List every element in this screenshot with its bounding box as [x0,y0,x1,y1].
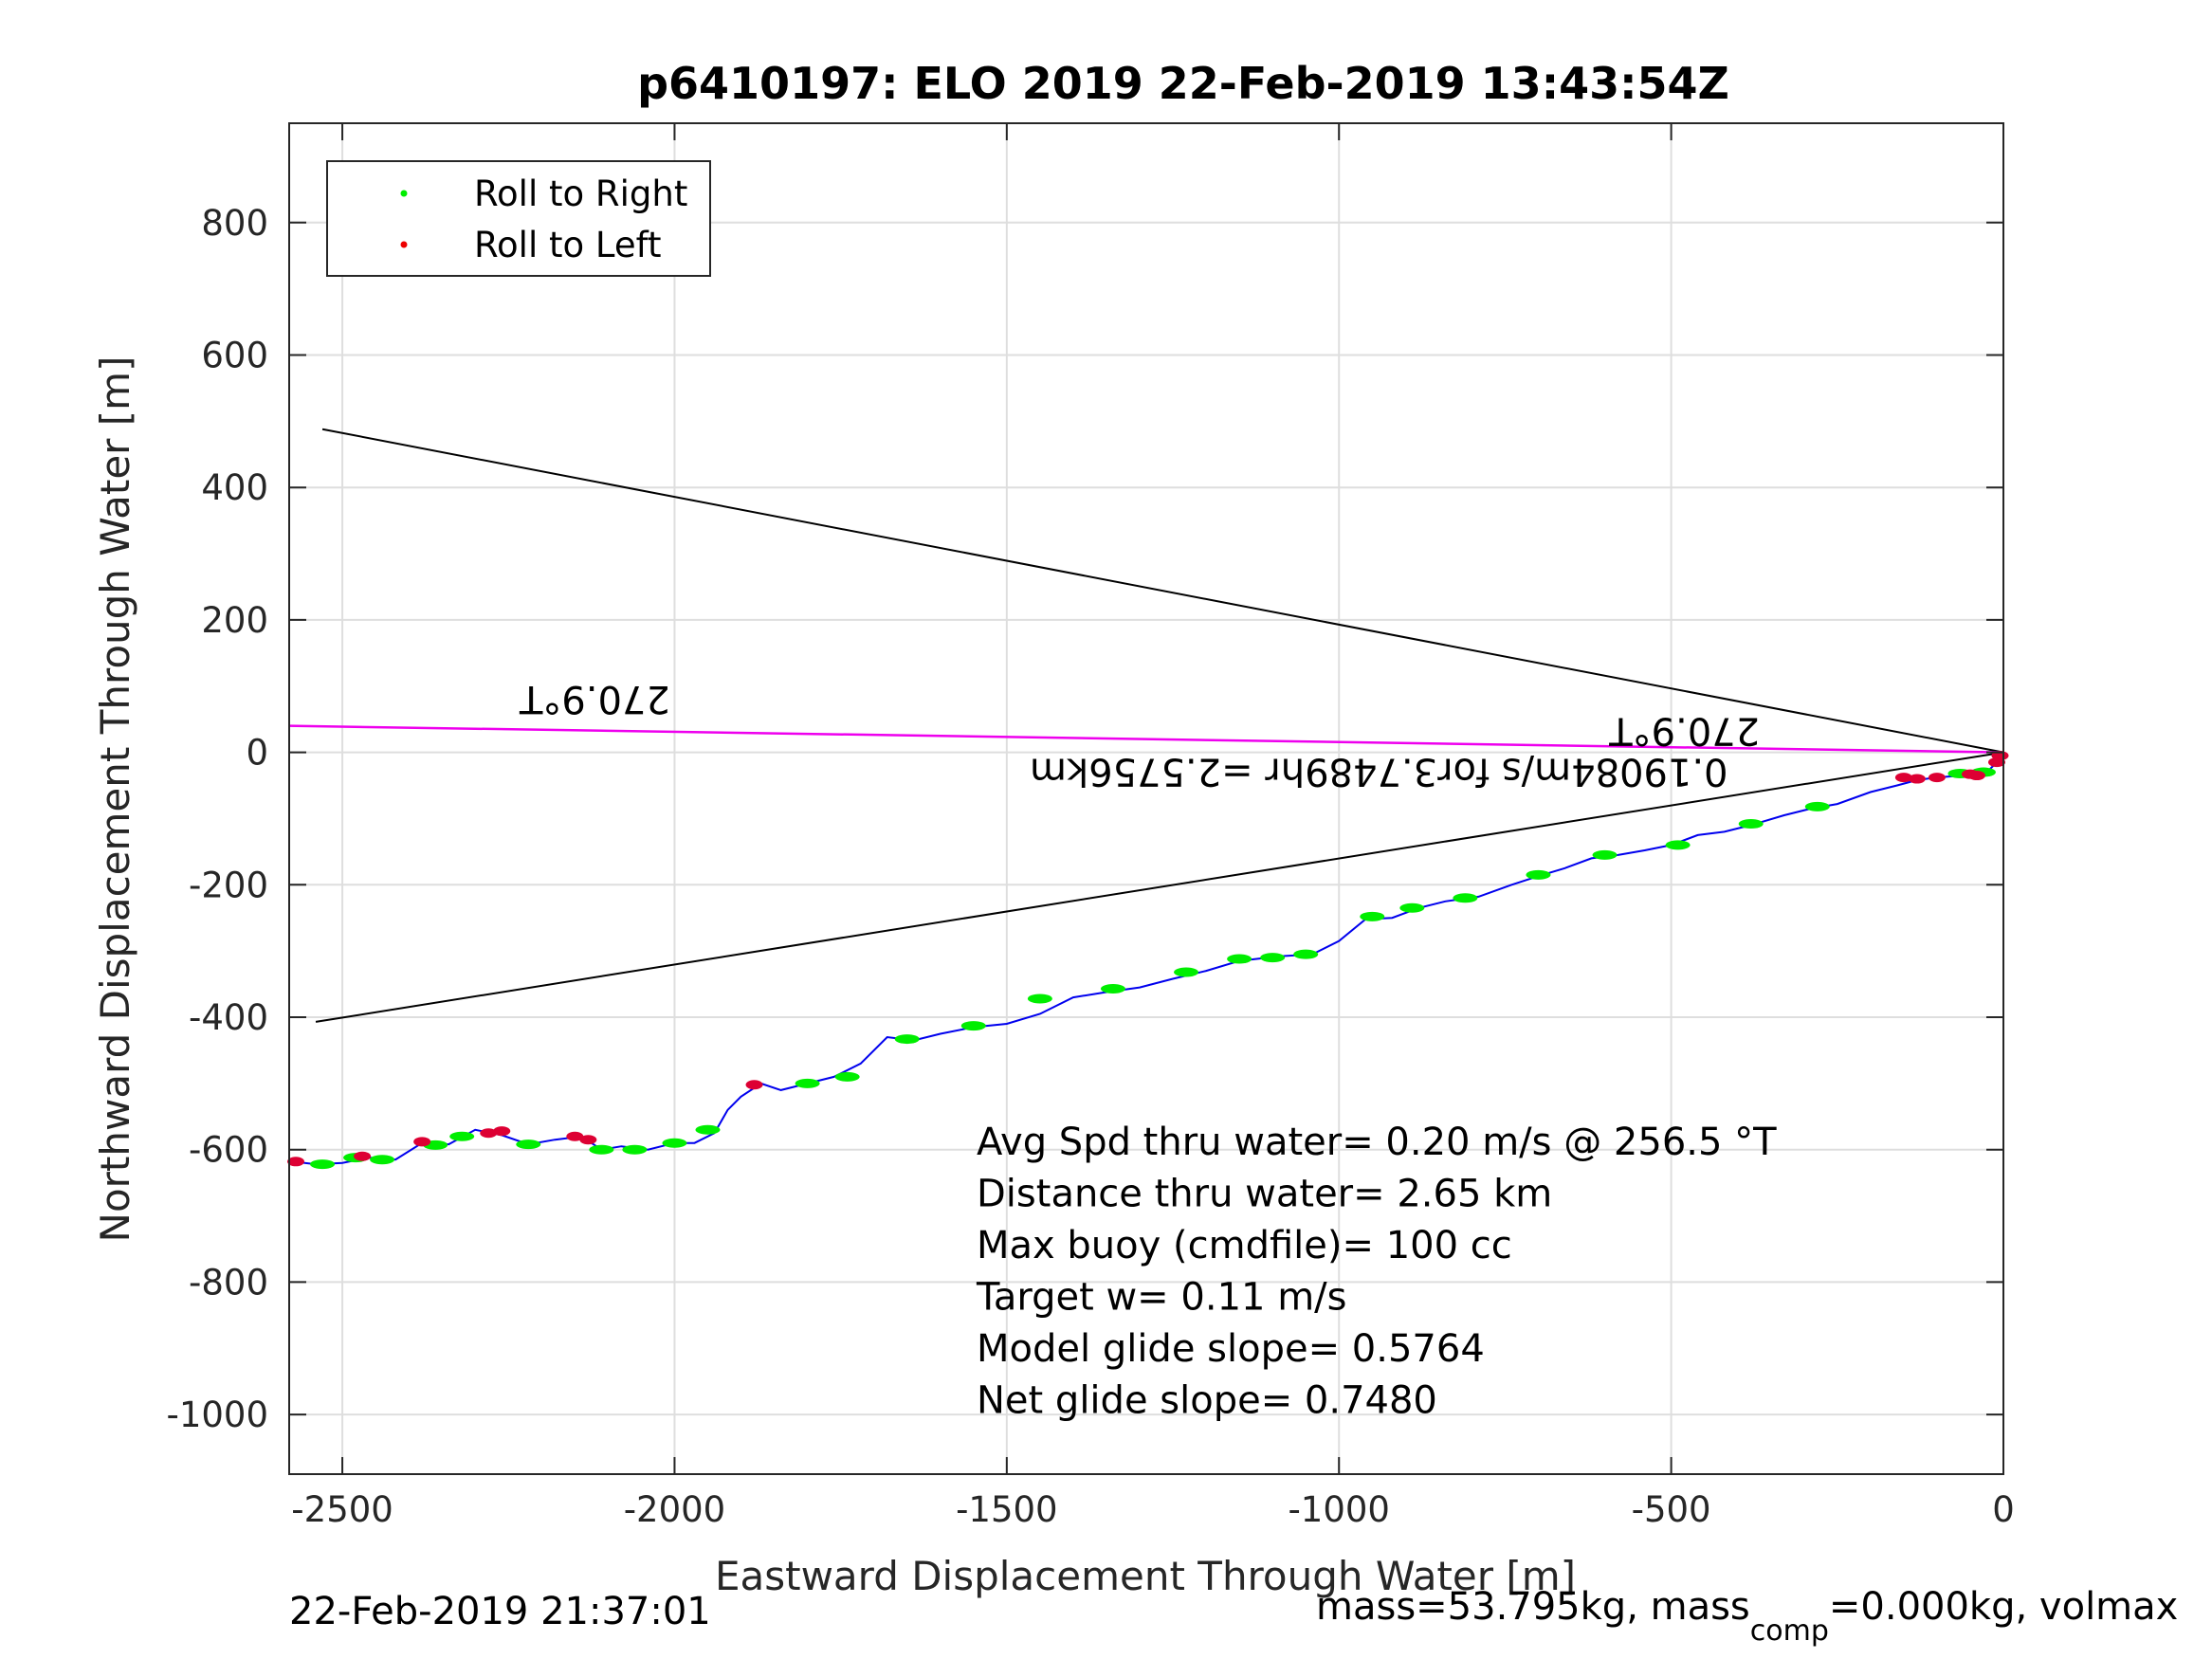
roll-right-point [1592,849,1618,860]
reference-line-upper [321,428,2004,754]
plot-annotation: 0.19084m/s for3.7489hr =2.5756km [1030,750,1728,793]
footer-mass-part2: =0.000kg, volmax [1829,1585,2178,1629]
x-tick-label: 0 [1992,1489,2015,1530]
ticks: -2500 -2000 -1500 -1000 -500 0 800 600 400 200 0 -2… [166,123,2015,1530]
y-tick-label: 600 [201,335,268,375]
y-tick-label: -400 [189,997,268,1038]
stats-line: Target w= 0.11 m/s [976,1276,1346,1320]
roll-right-point [1399,902,1425,913]
x-tick-label: -500 [1632,1489,1711,1530]
footer-timestamp: 22-Feb-2019 21:37:01 [289,1590,711,1633]
roll-right-point [1453,893,1478,903]
roll-right-point [1027,994,1052,1004]
roll-right-point [1665,840,1691,850]
y-tick-label: 0 [246,733,268,774]
x-tick-label: -1000 [1288,1489,1390,1530]
x-tick-label: -2500 [291,1489,393,1530]
x-tick-label: -2000 [624,1489,726,1530]
roll-left-point [566,1131,584,1141]
stats-line: Net glide slope= 0.7480 [977,1379,1437,1423]
footer-mass-part1: mass=53.795kg, mass [1316,1585,1750,1629]
plot-annotation: 270.9°T [1609,708,1761,752]
x-axis-label: Eastward Displacement Through Water [m] [715,1553,1576,1599]
y-tick-label: -800 [189,1262,268,1303]
y-tick-label: -1000 [166,1395,268,1435]
roll-left-point [480,1128,498,1139]
roll-right-markers [310,767,1996,1170]
roll-right-point [622,1144,648,1155]
roll-right-point [1293,949,1319,959]
axes-background [289,123,2003,1474]
roll-right-point [589,1144,614,1155]
roll-left-point [1928,773,1946,783]
x-tick-label: -1500 [956,1489,1058,1530]
heading-line [288,724,2004,754]
roll-left-point [1987,757,2005,768]
roll-right-point [1100,983,1125,994]
axes-frame [288,122,2004,1475]
legend: Roll to Right Roll to Left [326,160,711,277]
stats-line: Avg Spd thru water= 0.20 m/s @ 256.5 °T [977,1121,1777,1164]
roll-right-point [1738,819,1764,830]
roll-right-point [1360,911,1385,921]
roll-right-point [1260,953,1286,963]
roll-right-point [310,1159,336,1170]
roll-right-point [1526,869,1551,880]
stats-line: Model glide slope= 0.5764 [977,1327,1485,1371]
heading-line-group [288,724,2004,754]
legend-marker-roll-left [400,241,408,248]
stats-line: Max buoy (cmdfile)= 100 cc [977,1224,1512,1267]
roll-right-point [695,1124,721,1135]
roll-left-point [354,1151,372,1161]
legend-label-roll-left: Roll to Left [474,225,662,265]
roll-right-point [662,1138,687,1148]
footer-mass-subscript: comp [1750,1614,1829,1648]
roll-right-point [834,1071,860,1082]
plot-annotation: 270.9°T [519,677,670,720]
y-tick-label: 800 [201,203,268,244]
roll-left-point [579,1135,597,1145]
legend-label-roll-right: Roll to Right [474,173,687,214]
y-tick-label: -200 [189,865,268,905]
roll-right-point [894,1034,920,1045]
roll-right-point [1174,967,1199,977]
roll-left-point [287,1157,305,1167]
roll-right-point [960,1021,986,1031]
roll-right-point [1227,954,1252,964]
roll-right-point [516,1139,541,1150]
y-tick-label: -600 [189,1130,268,1171]
stats-line: Distance thru water= 2.65 km [977,1173,1552,1216]
chart-title: p6410197: ELO 2019 22-Feb-2019 13:43:54Z [637,58,1729,109]
roll-right-point [1804,801,1830,811]
roll-left-point [413,1137,431,1147]
legend-box [326,160,711,277]
reference-lines [315,428,2004,1023]
roll-left-point [1961,769,1979,779]
roll-left-point [493,1126,511,1137]
roll-left-point [745,1080,763,1090]
stats-block: Avg Spd thru water= 0.20 m/s @ 256.5 °T D… [976,1121,1777,1423]
reference-line-lower [315,751,2004,1023]
roll-left-point [1908,774,1926,784]
y-axis-label: Northward Displacement Through Water [m] [92,356,138,1243]
roll-right-point [370,1155,395,1165]
roll-right-point [449,1131,475,1141]
y-tick-label: 200 [201,600,268,641]
y-tick-label: 400 [201,467,268,508]
roll-right-point [795,1078,820,1088]
footer-mass: mass=53.795kg, masscomp=0.000kg, volmax [1316,1585,2178,1648]
roll-left-point [1894,773,1912,783]
legend-marker-roll-right [400,190,408,197]
